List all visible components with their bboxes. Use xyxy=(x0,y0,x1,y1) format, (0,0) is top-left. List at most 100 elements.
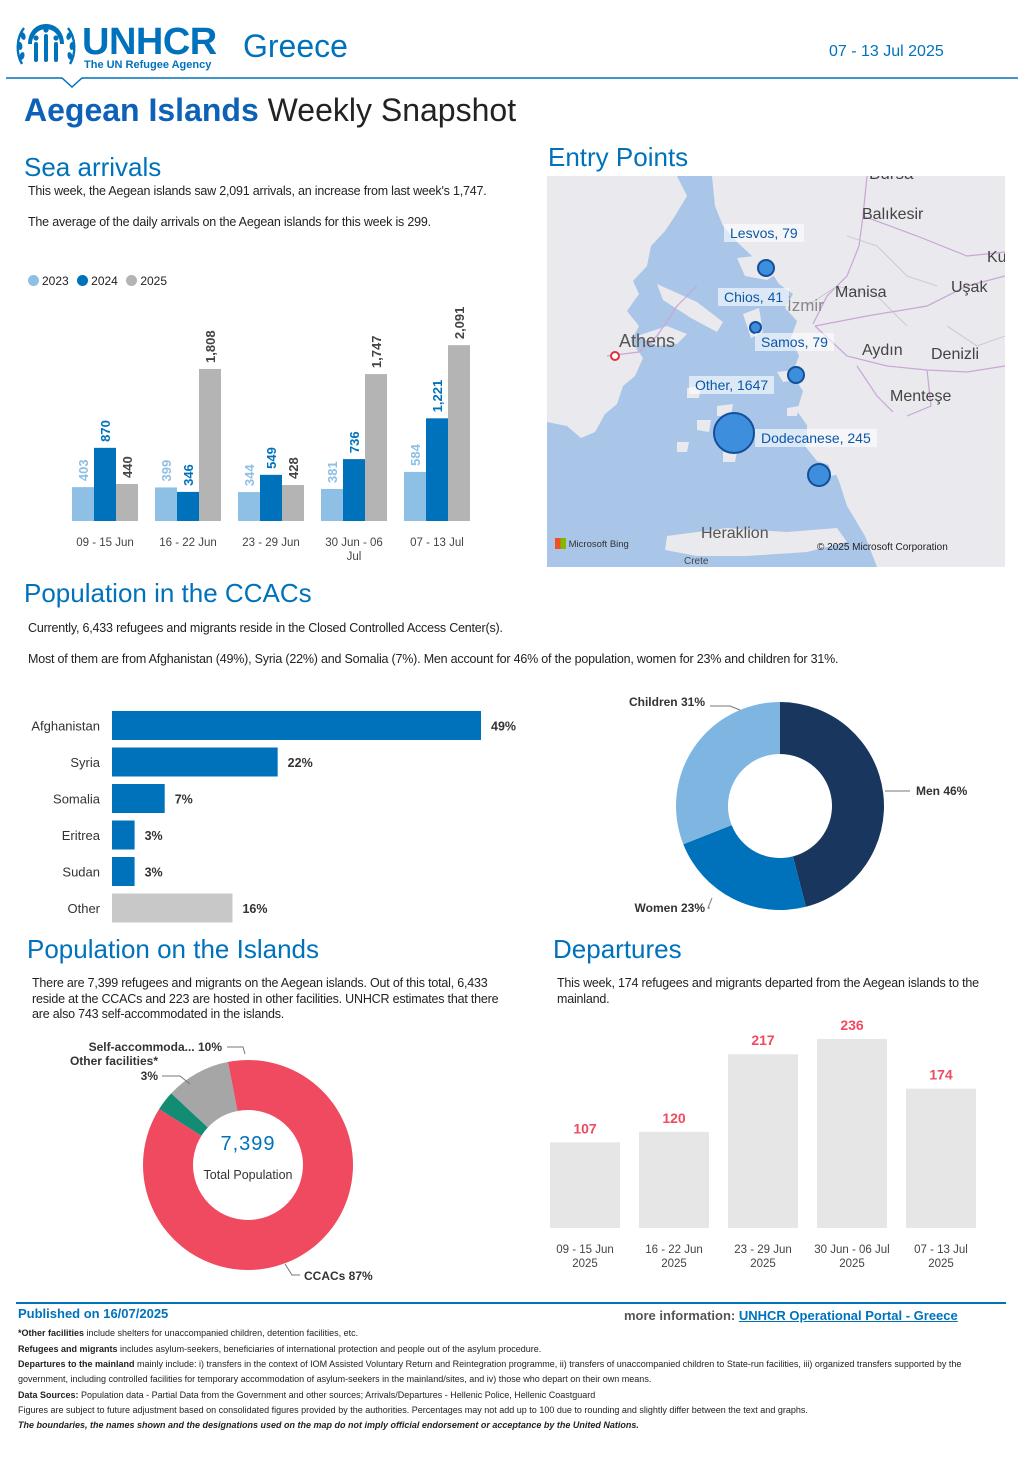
arrivals-bar-2025-3 xyxy=(365,374,387,521)
departures-chart: 107 09 - 15 Jun 2025 120 16 - 22 Jun 2025 217 2… xyxy=(550,1017,976,1270)
departures-x-tick: 2025 xyxy=(572,1258,598,1270)
origin-value-label: 3% xyxy=(145,866,163,880)
legend-dot-2023 xyxy=(28,275,39,286)
origin-category-label: Sudan xyxy=(62,865,100,880)
demo-slice-0 xyxy=(780,702,884,907)
arrivals-data-label: 428 xyxy=(286,457,301,479)
legend-item-2024: 2024 xyxy=(77,274,118,288)
arrivals-bar-2023-3 xyxy=(321,488,343,521)
islands-slice-label: Other facilities* xyxy=(70,1054,158,1068)
map-place-denizli: Denizli xyxy=(931,346,980,363)
footnote-4-text: Population data - Partial Data from the … xyxy=(78,1390,596,1400)
arrivals-bar-2024-2 xyxy=(260,474,282,521)
demo-leader-line xyxy=(710,705,741,711)
origin-category-label: Eritrea xyxy=(62,828,101,843)
origin-bar-4 xyxy=(112,857,135,886)
map-place-heraklion: Heraklion xyxy=(701,525,769,542)
arrivals-bar-2024-1 xyxy=(177,491,199,521)
sea-arrivals-text-2: The average of the daily arrivals on the… xyxy=(28,215,431,229)
footnote-disclaimer: The boundaries, the names shown and the … xyxy=(18,1420,639,1430)
arrivals-x-tick: 16 - 22 Jun xyxy=(159,537,217,549)
departures-data-label: 120 xyxy=(662,1110,686,1126)
page-title-rest: Weekly Snapshot xyxy=(267,92,517,128)
arrivals-data-label: 440 xyxy=(120,456,135,478)
departures-x-tick: 2025 xyxy=(750,1258,776,1270)
entry-points-map[interactable]: Bursa Balıkesir Manisa Uşak Ku İzmir Ayd… xyxy=(547,176,1005,567)
map-point-dodecanese[interactable] xyxy=(807,463,831,487)
islands-slice-label: 3% xyxy=(141,1069,159,1083)
demo-slice-2 xyxy=(676,702,780,845)
legend-dot-2025 xyxy=(126,275,138,286)
origin-value-label: 7% xyxy=(175,793,193,807)
map-point-other[interactable] xyxy=(713,412,755,454)
legend-label-2023: 2023 xyxy=(42,274,69,288)
origin-category-label: Afghanistan xyxy=(31,719,100,734)
departures-x-tick: 23 - 29 Jun xyxy=(734,1244,792,1256)
map-place-mentese: Menteşe xyxy=(890,388,952,405)
map-point-samos[interactable] xyxy=(787,366,805,384)
country-name: Greece xyxy=(243,28,348,64)
arrivals-data-label: 1,808 xyxy=(203,330,218,363)
map-attribution-left: Microsoft Bing xyxy=(555,538,629,550)
departures-data-label: 217 xyxy=(751,1032,775,1048)
ccac-demographics-chart: Men 46% Women 23% Children 31% xyxy=(629,695,968,915)
arrivals-bar-2025-4 xyxy=(448,345,470,521)
islands-total-label: Total Population xyxy=(203,1168,293,1182)
footnote-1-bold: *Other facilities xyxy=(18,1328,85,1338)
legend-item-2023: 2023 xyxy=(28,274,69,288)
origin-value-label: 16% xyxy=(242,902,267,916)
footnote-2-bold: Refugees and migrants xyxy=(18,1344,118,1354)
departures-bar-4 xyxy=(906,1088,976,1228)
arrivals-x-tick: 07 - 13 Jul xyxy=(410,537,464,549)
arrivals-bar-2023-1 xyxy=(155,487,177,521)
arrivals-data-label: 403 xyxy=(76,459,91,481)
ccac-heading: Population in the CCACs xyxy=(24,578,312,608)
footnote-sources: Data Sources: Population data - Partial … xyxy=(18,1388,1008,1403)
islands-slice-1 xyxy=(143,1060,353,1270)
capital-marker-icon xyxy=(610,351,620,361)
map-place-balikesir: Balıkesir xyxy=(862,206,924,223)
departures-x-tick: 2025 xyxy=(839,1258,865,1270)
unhcr-logo-icon xyxy=(16,24,76,65)
legend-dot-2024 xyxy=(77,275,89,286)
arrivals-data-label: 381 xyxy=(325,461,340,483)
page-title: Aegean Islands Weekly Snapshot xyxy=(24,92,516,129)
origin-bar-2 xyxy=(112,784,165,813)
legend-label-2025: 2025 xyxy=(140,274,168,288)
arrivals-data-label: 584 xyxy=(408,443,423,465)
more-info: more information: UNHCR Operational Port… xyxy=(624,1308,958,1323)
footnote-adjustment: Figures are subject to future adjustment… xyxy=(18,1405,808,1415)
arrivals-x-tick: 09 - 15 Jun xyxy=(76,537,134,549)
footnote-3-bold: Departures to the mainland xyxy=(18,1359,135,1369)
demo-slice-label: Men 46% xyxy=(916,784,968,798)
departures-x-tick: 09 - 15 Jun xyxy=(556,1244,614,1256)
header: UNHCR The UN Refugee Agency Greece 07 - … xyxy=(0,0,1024,90)
footnote-refugees: Refugees and migrants includes asylum-se… xyxy=(18,1342,1008,1357)
origin-bar-5 xyxy=(112,893,233,923)
page-title-bold: Aegean Islands xyxy=(24,92,259,128)
origin-category-label: Other xyxy=(67,901,100,916)
arrivals-data-label: 2,091 xyxy=(452,307,467,340)
arrivals-data-label: 736 xyxy=(347,431,362,453)
map-place-athens: Athens xyxy=(619,331,676,351)
footnote-3-text: mainly include: i) transfers in the cont… xyxy=(18,1359,962,1384)
origin-value-label: 22% xyxy=(288,756,313,770)
org-tagline: The UN Refugee Agency xyxy=(84,59,212,71)
departures-x-tick: 2025 xyxy=(661,1258,687,1270)
islands-slice-label: CCACs 87% xyxy=(304,1269,373,1283)
ccac-text-1: Currently, 6,433 refugees and migrants r… xyxy=(28,621,503,635)
legend-label-2024: 2024 xyxy=(91,274,118,288)
departures-text: This week, 174 refugees and migrants dep… xyxy=(557,976,979,1006)
map-place-ku: Ku xyxy=(987,249,1005,266)
more-info-link[interactable]: UNHCR Operational Portal - Greece xyxy=(738,1308,958,1323)
map-point-lesvos[interactable] xyxy=(757,259,775,277)
origin-bar-1 xyxy=(112,747,278,777)
sea-arrivals-chart: 403 870 440 09 - 15 Jun 399 346 1,808 16 - 22 J… xyxy=(72,307,470,563)
departures-bar-2 xyxy=(728,1054,798,1228)
arrivals-bar-2023-0 xyxy=(72,487,94,521)
islands-leader-line xyxy=(227,1046,246,1055)
published-date: Published on 16/07/2025 xyxy=(18,1306,169,1321)
departures-x-tick: 2025 xyxy=(928,1258,954,1270)
arrivals-data-label: 346 xyxy=(181,464,196,486)
map-place-bursa: Bursa xyxy=(869,176,913,184)
